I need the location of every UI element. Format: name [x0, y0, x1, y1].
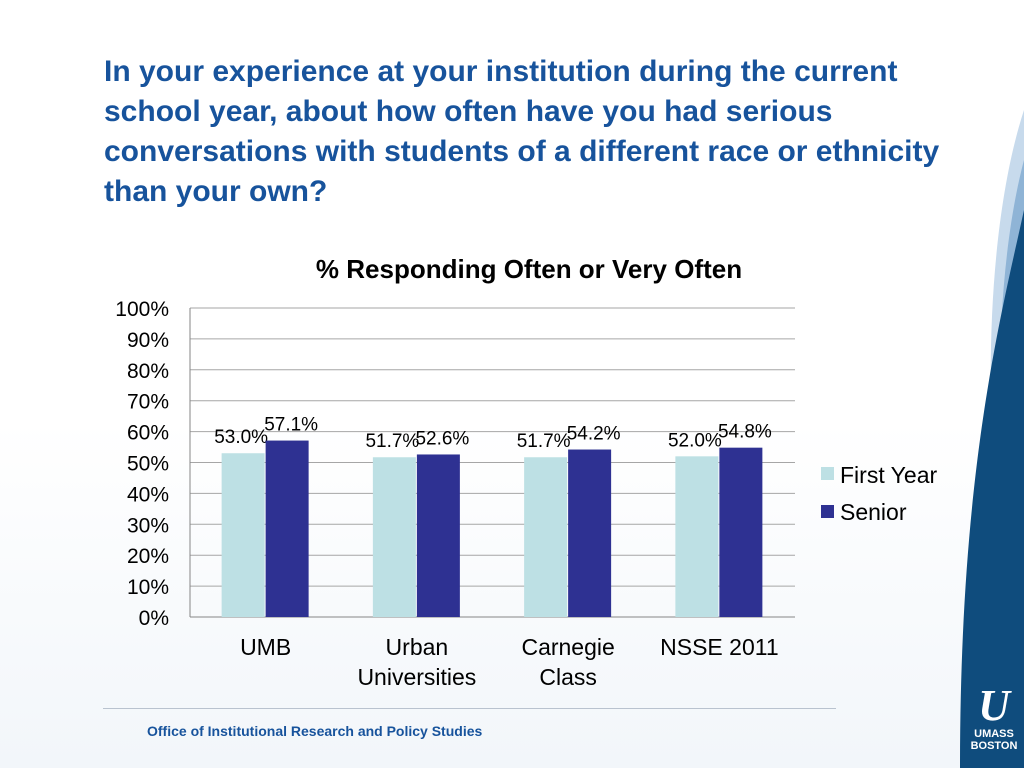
x-tick-label: Class [539, 664, 597, 690]
plot-area: 0% 10% 20% 30% 40% 50% 60% 70% 80% 90% 100% 53.0%57… [115, 298, 795, 690]
decorative-swoosh [960, 110, 1024, 768]
logo-text-line1: UMASS [974, 728, 1014, 740]
logo-mark: U [978, 681, 1010, 730]
y-tick-label: 50% [127, 453, 169, 476]
x-tick-label: Urban [386, 634, 449, 660]
chart-title: % Responding Often or Very Often [316, 254, 742, 284]
data-label: 51.7% [365, 431, 419, 452]
y-tick-label: 30% [127, 514, 169, 537]
data-label: 57.1% [264, 415, 318, 436]
x-tick-label: UMB [240, 634, 291, 660]
y-tick-label: 90% [127, 329, 169, 352]
y-tick-label: 40% [127, 483, 169, 506]
slide-title: In your experience at your institution d… [104, 55, 940, 208]
logo-text-line2: BOSTON [970, 740, 1018, 752]
data-label: 52.6% [415, 428, 469, 449]
bar-first-year [221, 453, 265, 617]
data-label: 54.2% [567, 424, 621, 445]
y-tick-label: 100% [115, 298, 169, 321]
y-tick-label: 10% [127, 576, 169, 599]
y-tick-label: 20% [127, 545, 169, 568]
bar-first-year [372, 457, 416, 617]
data-label: 52.0% [668, 430, 722, 451]
bar-first-year [524, 457, 568, 617]
legend-swatch-first-year [821, 467, 834, 480]
y-tick-label: 0% [139, 607, 169, 630]
footer-divider [103, 708, 836, 709]
y-tick-label: 80% [127, 360, 169, 383]
data-label: 53.0% [214, 427, 268, 448]
legend-swatch-senior [821, 505, 834, 518]
bar-senior [568, 449, 612, 617]
bar-senior [416, 454, 460, 617]
bar-first-year [675, 456, 719, 617]
y-tick-label: 70% [127, 391, 169, 414]
legend: First Year Senior [821, 462, 937, 525]
x-tick-label: NSSE 2011 [660, 634, 778, 660]
data-label: 51.7% [517, 431, 571, 452]
x-tick-label: Universities [357, 664, 476, 690]
x-tick-label: Carnegie [521, 634, 614, 660]
bar-senior [265, 440, 309, 617]
umass-boston-logo: U UMASS BOSTON [968, 684, 1020, 764]
footer-text: Office of Institutional Research and Pol… [147, 723, 483, 739]
legend-label-senior: Senior [840, 499, 907, 525]
data-label: 54.8% [718, 422, 772, 443]
bar-senior [719, 447, 763, 617]
y-tick-label: 60% [127, 422, 169, 445]
legend-label-first-year: First Year [840, 462, 937, 488]
logo-text: UMASS BOSTON [968, 728, 1020, 752]
